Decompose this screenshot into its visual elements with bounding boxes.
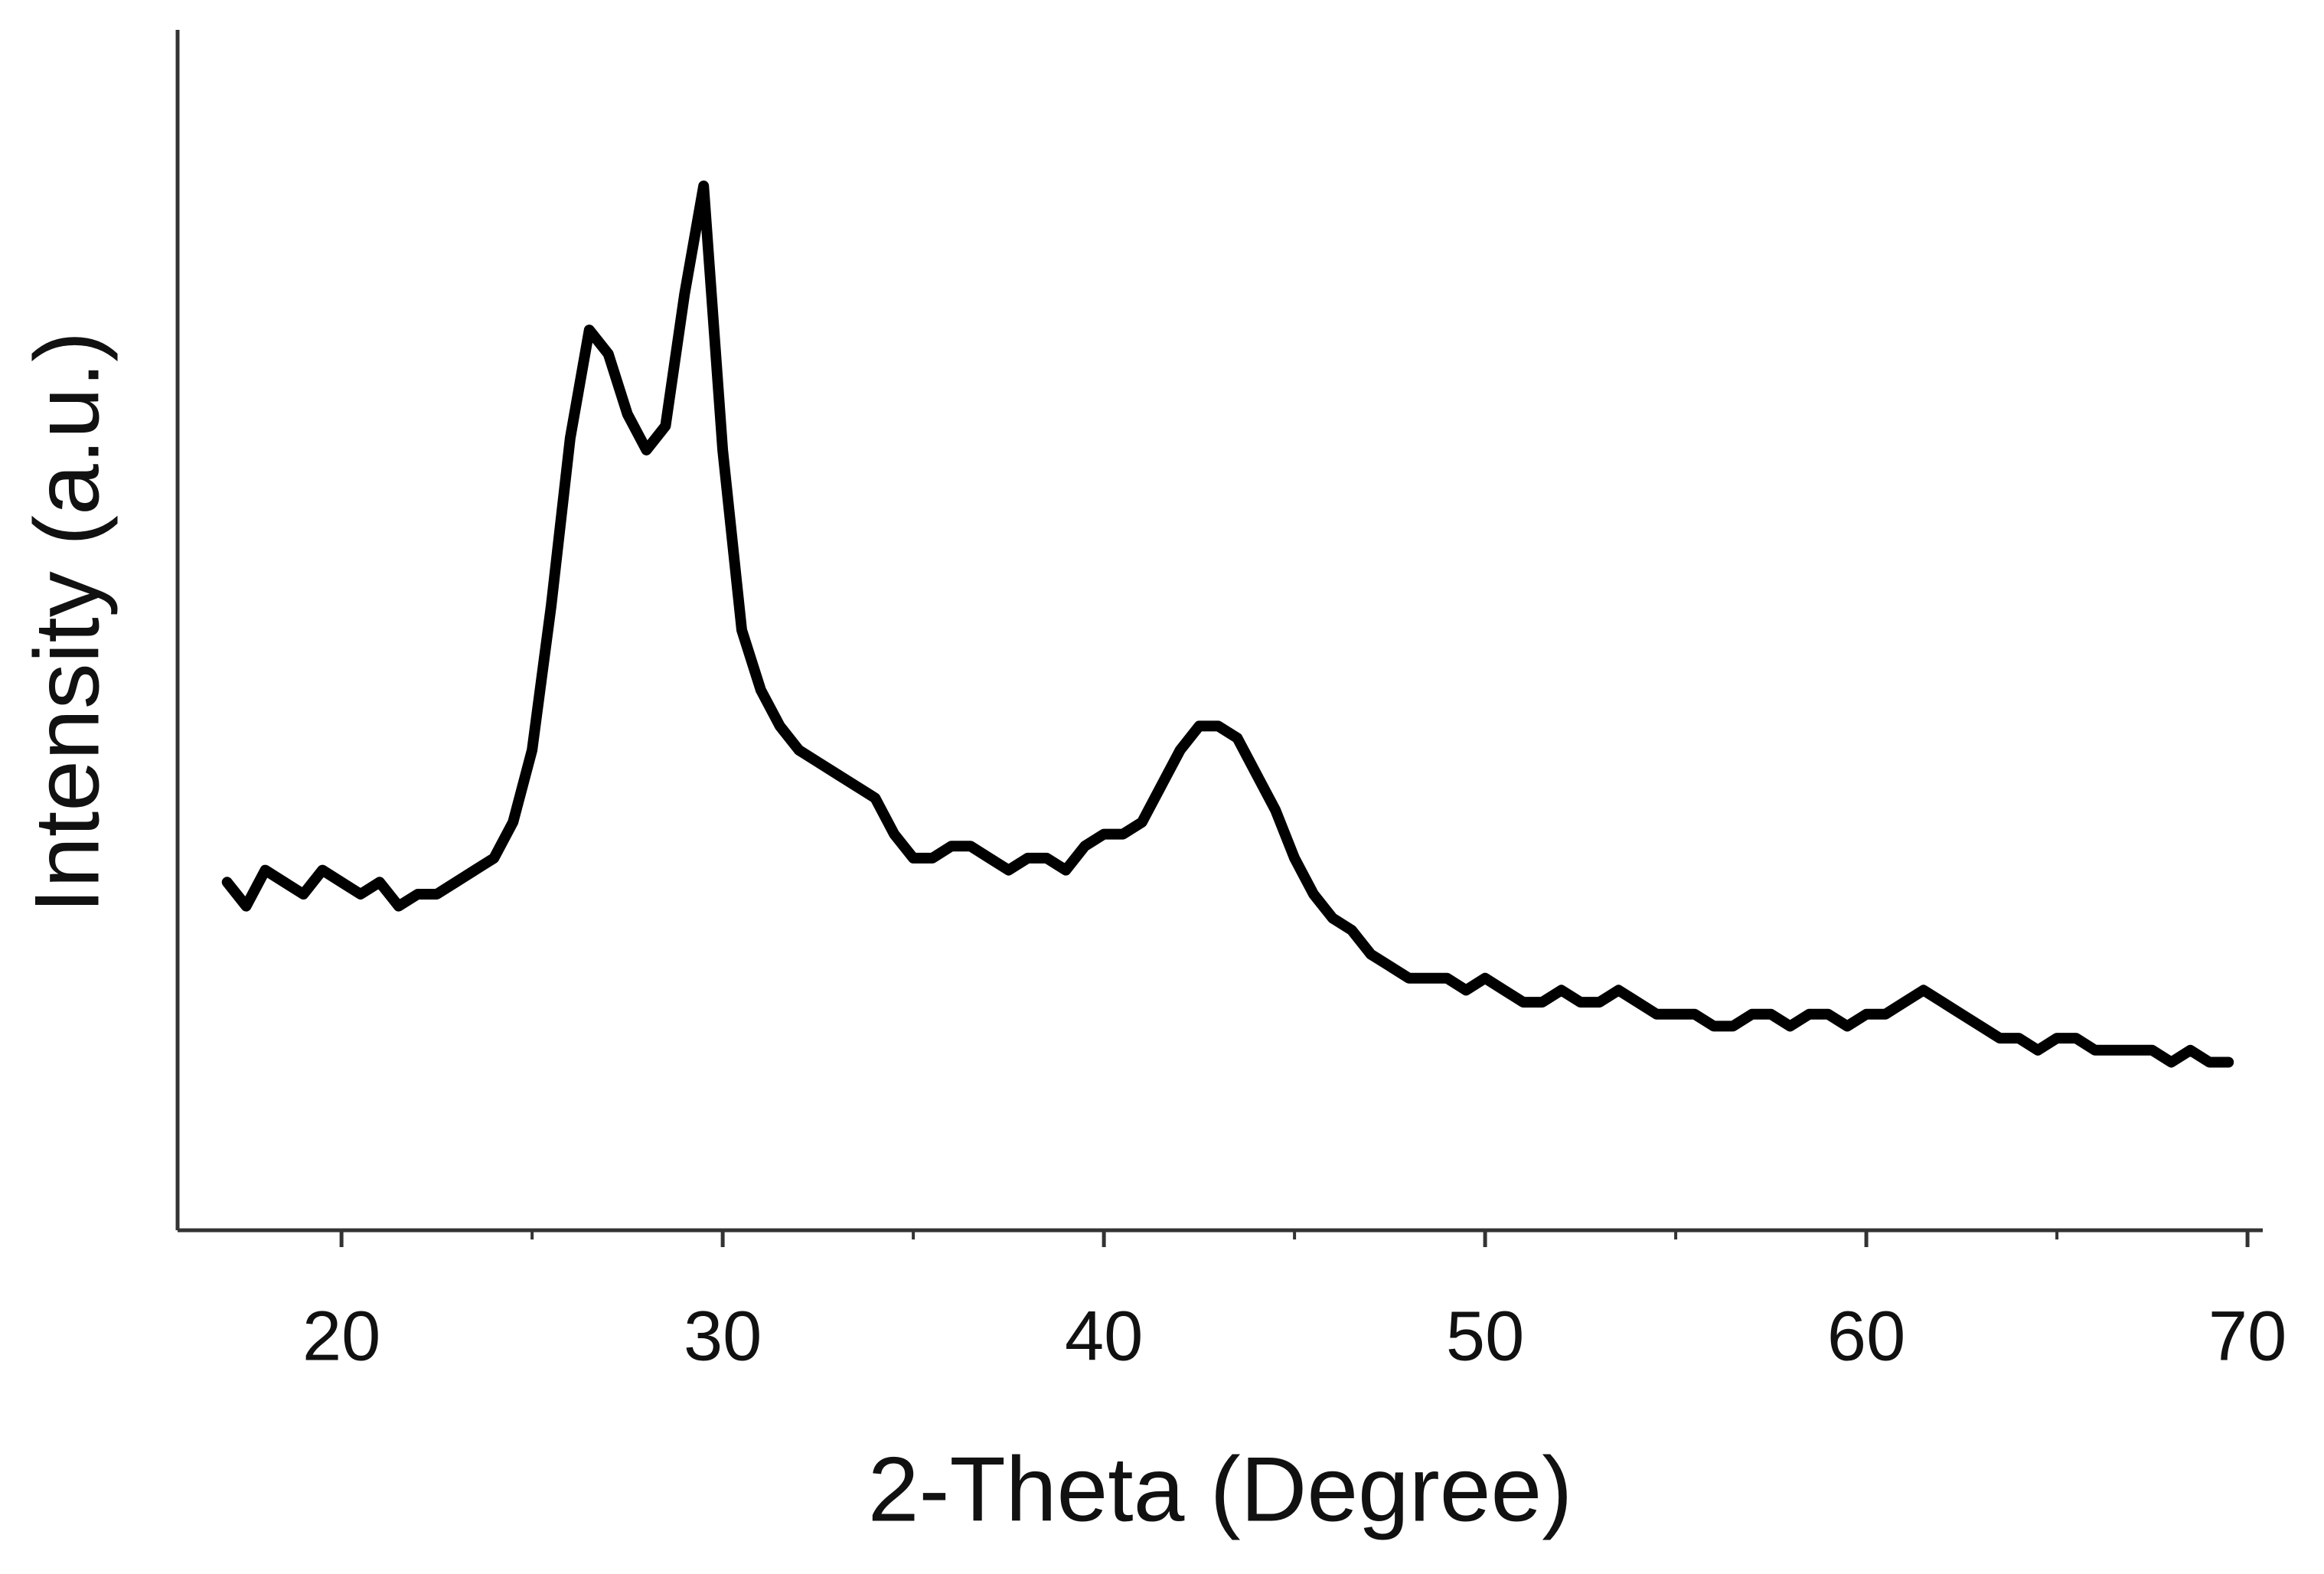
x-tick-label: 60 <box>1827 1297 1905 1375</box>
x-tick-label: 50 <box>1446 1297 1524 1375</box>
x-tick-label: 40 <box>1065 1297 1143 1375</box>
x-tick-label: 70 <box>2208 1297 2286 1375</box>
x-axis-title: 2-Theta (Degree) <box>868 1438 1572 1541</box>
x-tick-label: 30 <box>684 1297 762 1375</box>
y-axis-title: Intensity (a.u.) <box>16 331 119 913</box>
x-tick-label: 20 <box>302 1297 380 1375</box>
data-line <box>221 180 2234 1068</box>
